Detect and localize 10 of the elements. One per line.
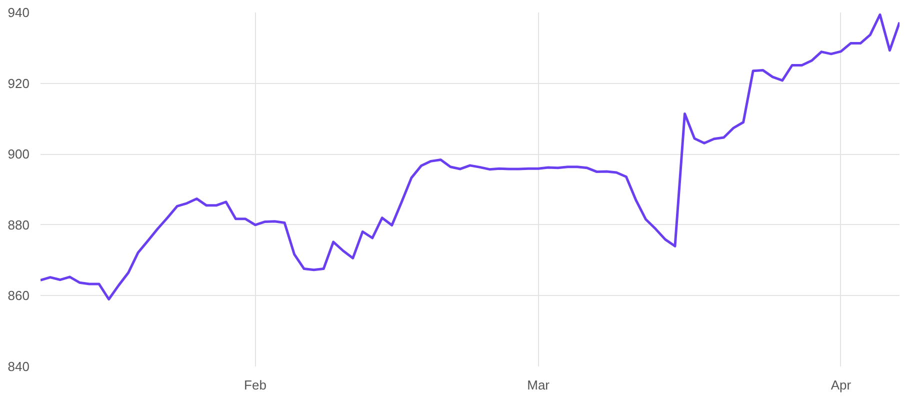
y-tick-label: 860 [8,288,30,304]
y-tick-label: 880 [8,217,30,232]
y-tick-label: 920 [8,76,30,91]
y-tick-label: 840 [8,359,30,374]
y-tick-label: 900 [8,146,30,162]
x-tick-label: Apr [830,378,852,392]
x-tick-label: Mar [527,378,550,392]
line-series [40,13,900,300]
x-tick-label: Feb [244,378,266,392]
y-tick-label: 940 [8,5,30,20]
